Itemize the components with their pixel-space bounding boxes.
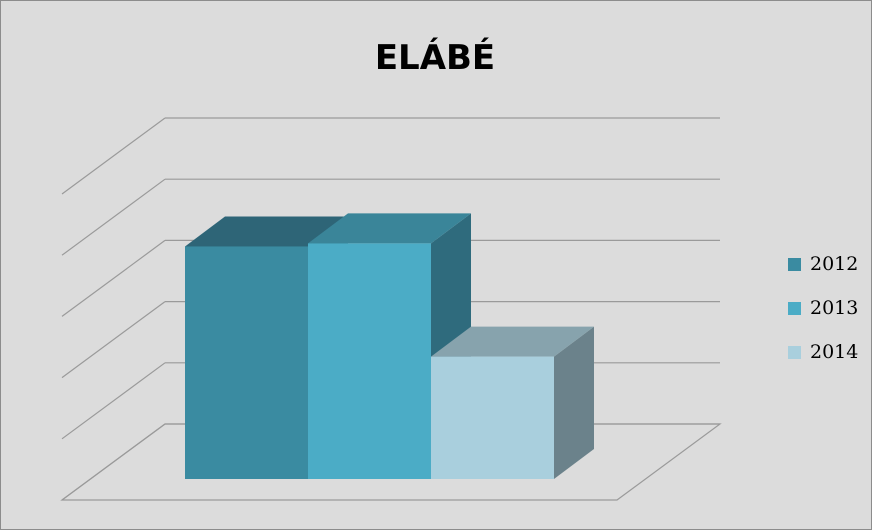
bar-front: [308, 243, 431, 479]
legend-item: 2014: [788, 341, 858, 363]
legend-label: 2013: [810, 297, 858, 319]
bar-top: [431, 326, 594, 357]
side-wall-line: [61, 117, 166, 195]
bar-top: [308, 213, 471, 244]
legend-item: 2013: [788, 297, 858, 319]
chart-bars: [185, 213, 594, 479]
side-wall-line: [61, 301, 166, 379]
chart-title: ELÁBÉ: [374, 38, 496, 78]
legend-swatch: [788, 346, 801, 359]
legend-item: 2012: [788, 253, 858, 275]
legend-label: 2014: [810, 341, 858, 363]
side-wall-line: [61, 423, 166, 501]
side-wall-line: [61, 239, 166, 317]
bar-top: [185, 216, 348, 247]
side-wall-line: [61, 178, 166, 256]
legend-label: 2012: [810, 253, 858, 275]
bar-side: [554, 326, 594, 479]
chart-legend: 2012 2013 2014: [788, 253, 858, 363]
bar-front: [185, 246, 308, 479]
bar-2014: [431, 326, 594, 479]
legend-swatch: [788, 302, 801, 315]
legend-swatch: [788, 258, 801, 271]
side-wall-line: [61, 362, 166, 440]
bar-front: [431, 356, 554, 479]
